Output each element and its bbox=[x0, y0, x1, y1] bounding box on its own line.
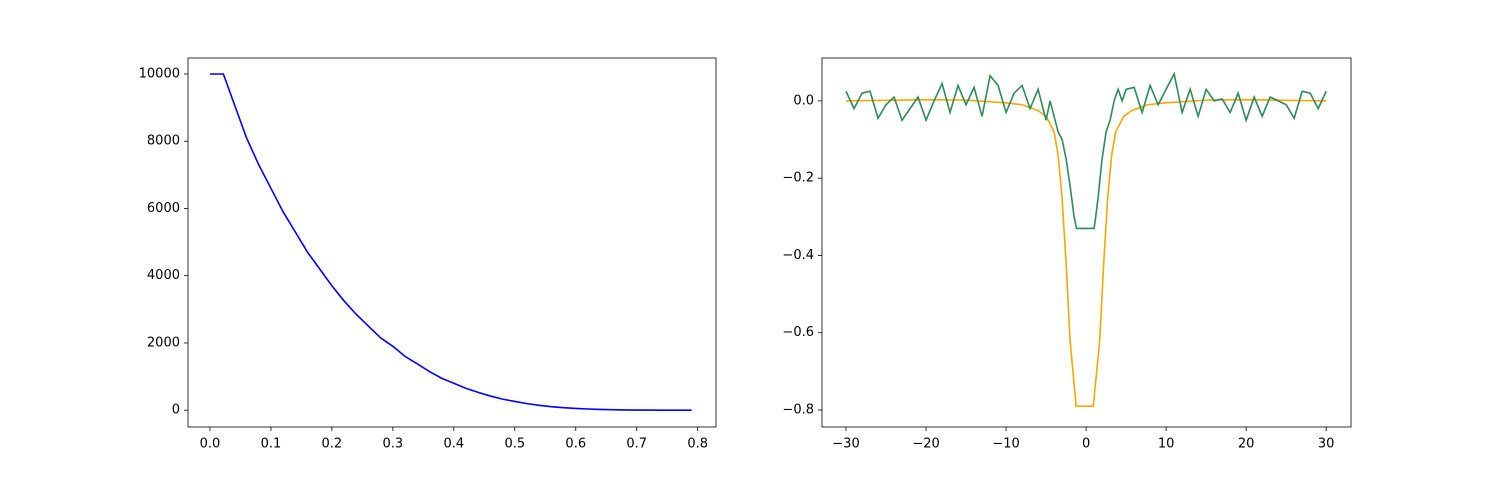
data-line bbox=[845, 71, 1327, 230]
x-tick-label: 0.8 bbox=[687, 437, 708, 452]
y-tick-label: 0.0 bbox=[793, 93, 814, 108]
x-tick-label: 0.7 bbox=[626, 437, 647, 452]
y-tick-label: 8000 bbox=[147, 134, 180, 149]
y-tick-label: 0 bbox=[172, 403, 180, 418]
x-tick-label: 0.6 bbox=[565, 437, 586, 452]
x-tick-label: −20 bbox=[912, 437, 939, 452]
x-tick-label: 10 bbox=[1158, 437, 1175, 452]
y-tick-label: −0.8 bbox=[782, 402, 814, 417]
x-tick-label: 0.5 bbox=[504, 437, 525, 452]
x-tick-label: −30 bbox=[832, 437, 859, 452]
y-tick-label: 4000 bbox=[147, 268, 180, 283]
y-tick-label: 10000 bbox=[139, 67, 180, 82]
axes-frame bbox=[821, 57, 1352, 428]
y-tick-label: −0.6 bbox=[782, 325, 814, 340]
x-tick-label: 30 bbox=[1318, 437, 1335, 452]
data-line bbox=[845, 98, 1327, 407]
x-tick-label: 20 bbox=[1238, 437, 1255, 452]
data-line bbox=[209, 73, 692, 411]
x-tick-label: −10 bbox=[992, 437, 1019, 452]
x-tick-label: 0.0 bbox=[200, 437, 221, 452]
x-tick-label: 0 bbox=[1082, 437, 1090, 452]
y-tick-label: 6000 bbox=[147, 201, 180, 216]
x-tick-label: 0.2 bbox=[322, 437, 343, 452]
y-tick-label: −0.4 bbox=[782, 248, 814, 263]
y-tick-label: −0.2 bbox=[782, 171, 814, 186]
x-tick-label: 0.1 bbox=[261, 437, 282, 452]
x-tick-label: 0.4 bbox=[443, 437, 464, 452]
y-tick-label: 2000 bbox=[147, 335, 180, 350]
x-tick-label: 0.3 bbox=[383, 437, 404, 452]
axes-frame bbox=[187, 57, 717, 428]
